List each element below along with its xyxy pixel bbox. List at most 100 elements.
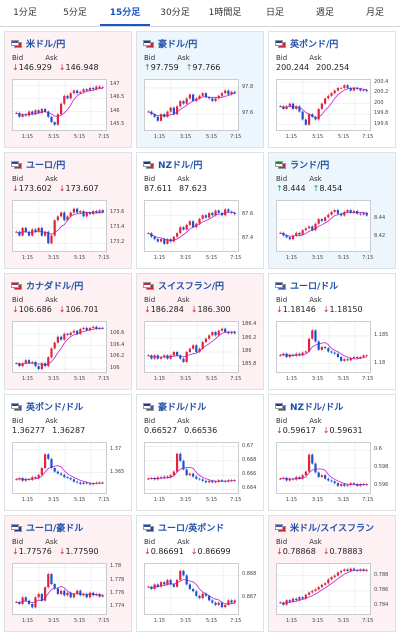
candle-body [21, 597, 24, 604]
y-tick-label: 106.4 [110, 341, 125, 348]
candle-body [201, 593, 204, 599]
pair-link[interactable]: NZドル/ドル [290, 403, 344, 413]
pair-link[interactable]: 豪ドル/円 [158, 40, 198, 50]
candle-body [279, 106, 282, 108]
currency-card[interactable]: 豪ドル/ドル Bid Ask 0.66527 0.66536 0.67 0.668 0.666… [136, 394, 264, 511]
mini-chart[interactable]: 106.6 106.4 106.2 106 1:15 3:15 5:15 7:15 [12, 321, 126, 385]
mini-chart[interactable]: 0.6 0.598 0.596 1:15 3:15 5:15 7:15 [276, 442, 390, 506]
ask-label: Ask [45, 296, 58, 304]
arrow-down-icon: ↓ [190, 547, 198, 556]
currency-card[interactable]: ユーロ/豪ドル Bid Ask ↓1.77576 ↓1.77590 1.78 1.778 1.… [4, 515, 132, 632]
candle-body [56, 114, 59, 125]
y-tick-label: 147 [110, 81, 120, 88]
y-tick-label: 200 [374, 99, 384, 106]
pair-link[interactable]: カナダドル/円 [26, 282, 84, 292]
x-tick-label: 7:15 [98, 376, 110, 382]
candle-body [279, 232, 282, 234]
currency-card[interactable]: 豪ドル/円 Bid Ask ↑97.759 ↑97.766 97.8 97.6 1:15 3:1… [136, 31, 264, 148]
y-tick-label: 0.598 [374, 464, 389, 470]
mini-chart[interactable]: 8.44 8.42 1:15 3:15 5:15 7:15 [276, 200, 390, 264]
candle-body [156, 355, 159, 359]
pair-link[interactable]: ユーロ/ドル [290, 282, 339, 292]
candle-body [166, 239, 169, 244]
candle-body [349, 87, 352, 91]
pair-link[interactable]: 英ポンド/ドル [26, 403, 84, 413]
mini-chart[interactable]: 0.788 0.786 0.784 1:15 3:15 5:15 7:15 [276, 563, 390, 627]
candle-body [88, 327, 92, 331]
pair-link[interactable]: スイスフラン/円 [158, 282, 225, 292]
candle-body [72, 90, 76, 94]
mini-chart[interactable]: 1.185 1.18 1:15 3:15 5:15 7:15 [276, 321, 390, 385]
pair-link[interactable]: NZドル/円 [158, 161, 203, 171]
candle-body [198, 95, 201, 99]
currency-card[interactable]: 英ポンド/ドル Bid Ask 1.36277 1.36287 1.37 1.365 1:15… [4, 394, 132, 511]
mini-chart[interactable]: 0.868 0.867 1:15 3:15 5:15 7:15 [144, 563, 258, 627]
x-tick-label: 1:15 [153, 618, 166, 624]
currency-card[interactable]: NZドル/円 Bid Ask 87.611 87.623 87.6 87.4 1:15 3:15… [136, 152, 264, 269]
bid-label: Bid [144, 54, 156, 62]
candle-body [159, 114, 163, 121]
quote-labels: Bid Ask [12, 538, 58, 546]
arrow-up-icon: ↑ [185, 63, 193, 72]
tab-timeframe[interactable]: 1時間足 [208, 8, 242, 18]
currency-card[interactable]: 米ドル/円 Bid Ask ↓146.929 ↓146.948 147 146.5 146 14… [4, 31, 132, 148]
tab-timeframe[interactable]: 週足 [315, 8, 334, 18]
pair-link[interactable]: 豪ドル/ドル [158, 403, 207, 413]
tab-timeframe[interactable]: 30分足 [160, 8, 190, 18]
candle-body [66, 477, 69, 478]
candle-body [230, 480, 233, 481]
tab-timeframe[interactable]: 1分足 [13, 8, 37, 18]
ask-value: 87.623 [179, 184, 207, 193]
mini-chart[interactable]: 97.8 97.6 1:15 3:15 5:15 7:15 [144, 79, 258, 143]
tab-timeframe[interactable]: 月足 [365, 8, 384, 18]
candle-body [76, 590, 79, 594]
mini-chart[interactable]: 200.4 200.2 200 199.8 199.6 1:15 3:15 5:15 7:15 [276, 79, 390, 143]
candle-body [288, 600, 291, 602]
candle-body [153, 355, 156, 359]
currency-card[interactable]: 米ドル/スイスフラン Bid Ask ↓0.78868 ↓0.78883 0.788 0.7… [268, 515, 396, 632]
mini-chart[interactable]: 173.6 173.4 173.2 1:15 3:15 5:15 7:15 [12, 200, 126, 264]
x-tick-label: 7:15 [98, 497, 110, 503]
candle-body [327, 478, 330, 481]
tab-timeframe[interactable]: 5分足 [63, 8, 87, 18]
pair-link[interactable]: ユーロ/豪ドル [26, 524, 84, 534]
currency-card[interactable]: 英ポンド/円 Bid Ask 200.244 200.254 200.4 200.2 200 1… [268, 31, 396, 148]
candle-body [192, 589, 195, 592]
currency-card[interactable]: ユーロ/ドル Bid Ask ↓1.18146 ↓1.18150 1.185 1.18 1:1… [268, 273, 396, 390]
candlestick-chart [145, 201, 238, 251]
pair-link[interactable]: ユーロ/英ポンド [158, 524, 225, 534]
mini-chart[interactable]: 186.4 186.2 186 185.8 1:15 3:15 5:15 7:15 [144, 321, 258, 385]
tab-timeframe[interactable]: 日足 [265, 8, 284, 18]
currency-card[interactable]: ユーロ/円 Bid Ask ↓173.602 ↓173.607 173.6 173.4 173… [4, 152, 132, 269]
candle-body [147, 233, 150, 234]
arrow-down-icon: ↓ [12, 63, 19, 72]
currency-card[interactable]: ユーロ/英ポンド Bid Ask ↓0.86691 ↓0.86699 0.868 0.867… [136, 515, 264, 632]
tab-timeframe[interactable]: 15分足 [100, 0, 150, 26]
candle-body [288, 478, 291, 481]
pair-link[interactable]: 米ドル/スイスフラン [290, 524, 375, 534]
pair-link[interactable]: 英ポンド/円 [290, 40, 339, 50]
pair-link[interactable]: 米ドル/円 [26, 40, 66, 50]
currency-flag-icon [275, 161, 286, 169]
card-header: スイスフラン/円 [143, 279, 259, 292]
pair-link[interactable]: ランド/円 [290, 161, 330, 171]
quote-labels: Bid Ask [144, 54, 190, 62]
bid-label: Bid [276, 417, 288, 425]
pair-link[interactable]: ユーロ/円 [26, 161, 66, 171]
mini-chart[interactable]: 147 146.5 146 145.5 1:15 3:15 5:15 7:15 [12, 79, 126, 143]
currency-card[interactable]: カナダドル/円 Bid Ask ↓106.686 ↓106.701 106.6 106.4 1… [4, 273, 132, 390]
currency-card[interactable]: ランド/円 Bid Ask ↑8.444 ↑8.454 8.44 8.42 1:15 3:15 5… [268, 152, 396, 269]
candle-body [227, 480, 230, 482]
y-tick-label: 1.776 [110, 590, 125, 596]
currency-card[interactable]: スイスフラン/円 Bid Ask ↓186.284 ↓186.300 186.4 186.2… [136, 273, 264, 390]
candle-body [233, 332, 236, 334]
currency-card[interactable]: NZドル/ドル Bid Ask ↓0.59617 ↓0.59631 0.6 0.598 0.5… [268, 394, 396, 511]
mini-chart[interactable]: 1.37 1.365 1:15 3:15 5:15 7:15 [12, 442, 126, 506]
mini-chart[interactable]: 87.6 87.4 1:15 3:15 5:15 7:15 [144, 200, 258, 264]
candle-body [365, 484, 368, 485]
candle-body [279, 602, 282, 604]
x-tick-label: 3:15 [179, 376, 192, 382]
mini-chart[interactable]: 0.67 0.668 0.666 0.664 1:15 3:15 5:15 7:15 [144, 442, 258, 506]
mini-chart[interactable]: 1.78 1.778 1.776 1.774 1:15 3:15 5:15 7:15 [12, 563, 126, 627]
candle-body [359, 88, 362, 91]
